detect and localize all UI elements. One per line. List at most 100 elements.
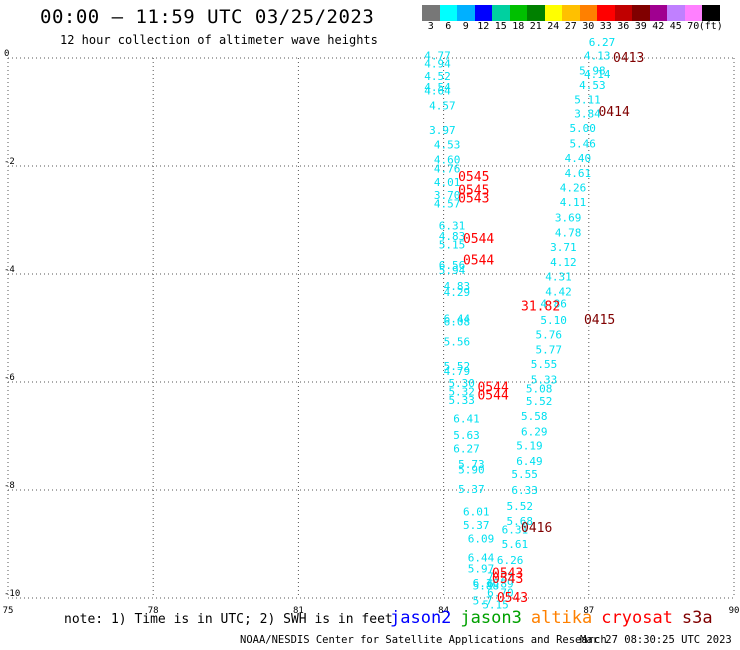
color-swatch <box>579 5 597 21</box>
wave-height-label: 4.14 <box>584 68 611 81</box>
color-swatch <box>562 5 580 21</box>
wave-height-label: 5.33 <box>448 394 475 407</box>
wave-height-label: 4.79 <box>444 365 471 378</box>
wave-height-label: 5.10 <box>540 314 567 327</box>
wave-height-label: 5.00 <box>569 122 596 135</box>
color-swatch <box>649 5 667 21</box>
x-tick-label: 90 <box>729 606 740 616</box>
data-marks: 4.774.944.524.544.644.573.974.534.604.76… <box>424 36 644 612</box>
wave-height-label: 5.88 <box>473 580 500 593</box>
x-tick-label: 78 <box>148 606 159 616</box>
wave-height-label: 5.94 <box>439 264 466 277</box>
color-swatch <box>457 5 475 21</box>
pass-time-label: 0543 <box>492 567 523 582</box>
wave-height-label: 6.33 <box>511 484 538 497</box>
x-tick-label: 75 <box>3 606 14 616</box>
wave-height-label: 6.01 <box>463 506 490 519</box>
chart-subtitle: 12 hour collection of altimeter wave hei… <box>60 33 378 47</box>
y-tick-label: -6 <box>4 373 15 383</box>
wave-height-label: 4.78 <box>555 226 582 239</box>
color-scale-label: 15 <box>494 21 507 32</box>
pass-time-label: 0416 <box>521 521 552 536</box>
wave-height-label: 4.57 <box>434 197 461 210</box>
y-tick-label: -4 <box>4 265 15 275</box>
wave-height-label: 5.97 <box>468 562 495 575</box>
wave-height-label: 4.77 <box>424 49 451 62</box>
color-swatch <box>684 5 702 21</box>
color-scale-label: 18 <box>512 21 525 32</box>
wave-height-label: 6.44 <box>444 312 471 325</box>
wave-height-label: 5.11 <box>574 94 601 107</box>
legend-item-jason2: jason2 <box>390 608 452 628</box>
pass-time-label: 0545 <box>458 183 489 198</box>
wave-height-label: 6.49 <box>516 455 543 468</box>
color-scale-label: 30 <box>582 21 595 32</box>
color-scale-label: 12 <box>477 21 490 32</box>
wave-height-label: 6.27 <box>453 442 480 455</box>
y-tick-label: -2 <box>4 157 15 167</box>
pass-time-label: 0415 <box>584 313 615 328</box>
footer-credit: NOAA/NESDIS Center for Satellite Applica… <box>240 634 607 646</box>
wave-height-label: 6.27 <box>589 36 616 49</box>
wave-height-label: 5.76 <box>536 328 563 341</box>
wave-height-label: 5.15 <box>439 238 466 251</box>
wave-height-label: 5.58 <box>521 410 548 423</box>
wave-height-label: 5.19 <box>516 440 543 453</box>
pass-time-label: 0545 <box>458 170 489 185</box>
wave-height-label: 5.52 <box>444 360 471 373</box>
wave-height-label: 5.52 <box>507 500 534 513</box>
color-swatch <box>492 5 510 21</box>
wave-height-label: 4.13 <box>584 49 611 62</box>
y-tick-label: -8 <box>4 481 15 491</box>
color-swatch <box>527 5 545 21</box>
wave-height-label: 4.53 <box>434 138 461 151</box>
wave-height-label: 3.69 <box>555 211 582 224</box>
wave-height-label: 4.31 <box>545 271 572 284</box>
wave-height-label: 5.08 <box>526 382 553 395</box>
wave-height-label: 5.63 <box>453 429 480 442</box>
wave-height-label: 4.76 <box>434 163 461 176</box>
color-scale-label: 42 <box>652 21 665 32</box>
color-scale-label: 36 <box>617 21 630 32</box>
wave-height-label: 4.83 <box>439 230 466 243</box>
pass-time-label: 0543 <box>492 572 523 587</box>
satellite-legend: jason2 jason3 altika cryosat s3a <box>390 608 722 628</box>
wave-height-label: 5.55 <box>511 468 538 481</box>
pass-time-label: 0414 <box>598 105 629 120</box>
x-tick-label: 87 <box>583 606 594 616</box>
wave-height-label: 4.29 <box>444 286 471 299</box>
wave-height-label: 7.22 <box>487 570 514 583</box>
footer-note: note: 1) Time is in UTC; 2) SWH is in fe… <box>64 612 393 627</box>
color-scale-label: 39 <box>634 21 647 32</box>
wave-height-label: 4.42 <box>545 285 572 298</box>
wave-height-label: 6.26 <box>497 554 523 567</box>
wave-height-label: 6.31 <box>439 219 466 232</box>
color-scale-label: 9 <box>462 21 469 32</box>
wave-height-label: 3.70 <box>434 189 461 202</box>
color-scale-label: 27 <box>564 21 577 32</box>
wave-height-label: 6.89 <box>487 577 514 590</box>
x-tick-label: 84 <box>438 606 449 616</box>
pass-time-label: 0544 <box>477 389 508 404</box>
wave-height-label: 6.36 <box>473 577 500 590</box>
wave-height-label: 5.90 <box>458 463 485 476</box>
grid-lines <box>7 57 735 599</box>
color-scale-label: 24 <box>547 21 560 32</box>
wave-height-label: 4.01 <box>434 176 461 189</box>
legend-item-altika: altika <box>530 608 593 628</box>
x-tick-label: 81 <box>293 606 304 616</box>
wave-height-label: 6.41 <box>453 413 480 426</box>
wave-height-label: 5.7 <box>473 595 493 608</box>
wave-height-label: 6.29 <box>521 426 548 439</box>
color-scale-label: (ft) <box>698 21 723 32</box>
wave-height-label: 5.46 <box>569 137 596 150</box>
wave-height-label: 4.40 <box>565 152 592 165</box>
wave-height-label: 4.53 <box>579 79 606 92</box>
color-swatch <box>614 5 632 21</box>
pass-time-label: 0544 <box>463 232 494 247</box>
wave-height-label: 4.64 <box>424 84 451 97</box>
color-swatch <box>632 5 650 21</box>
color-scale-label: 21 <box>529 21 542 32</box>
legend-item-cryosat: cryosat <box>601 608 673 628</box>
